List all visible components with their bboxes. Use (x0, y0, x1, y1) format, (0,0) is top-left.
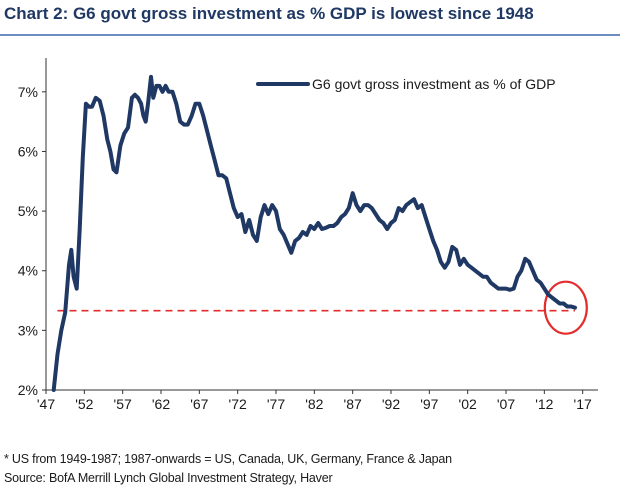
x-tick-label: '52 (75, 396, 93, 412)
chart-series (51, 74, 577, 392)
x-tick-label: '67 (190, 396, 208, 412)
y-tick-label: 5% (18, 203, 38, 219)
y-tick-label: 4% (18, 263, 38, 279)
x-tick-label: '17 (574, 396, 592, 412)
x-tick-label: '72 (229, 396, 247, 412)
x-tick-label: '47 (37, 396, 55, 412)
x-tick-label: '62 (152, 396, 170, 412)
y-tick-label: 7% (18, 84, 38, 100)
x-tick-label: '77 (267, 396, 285, 412)
y-tick-label: 3% (18, 322, 38, 338)
source-note: Source: BofA Merrill Lynch Global Invest… (4, 471, 333, 485)
series-line (51, 74, 577, 392)
y-tick-label: 6% (18, 143, 38, 159)
legend-label: G6 govt gross investment as % of GDP (312, 76, 556, 92)
x-tick-label: '97 (420, 396, 438, 412)
x-tick-label: '57 (114, 396, 132, 412)
x-tick-label: '87 (344, 396, 362, 412)
chart-ticks: 2% 3% 4% 5% 6% 7% '47 '52 '57 '62 '67 '72 '77 '82 '87 '… (18, 84, 592, 412)
x-tick-label: '92 (382, 396, 400, 412)
x-tick-label: '12 (535, 396, 553, 412)
chart-legend: G6 govt gross investment as % of GDP (256, 76, 556, 92)
highlight-circle (543, 280, 588, 335)
x-tick-label: '82 (305, 396, 323, 412)
y-tick-label: 2% (18, 382, 38, 398)
chart-annotations (57, 280, 588, 335)
x-tick-label: '02 (459, 396, 477, 412)
footnote: * US from 1949-1987; 1987-onwards = US, … (4, 452, 452, 466)
chart-title: Chart 2: G6 govt gross investment as % G… (4, 4, 534, 23)
x-tick-label: '07 (497, 396, 515, 412)
title-divider (0, 34, 620, 36)
